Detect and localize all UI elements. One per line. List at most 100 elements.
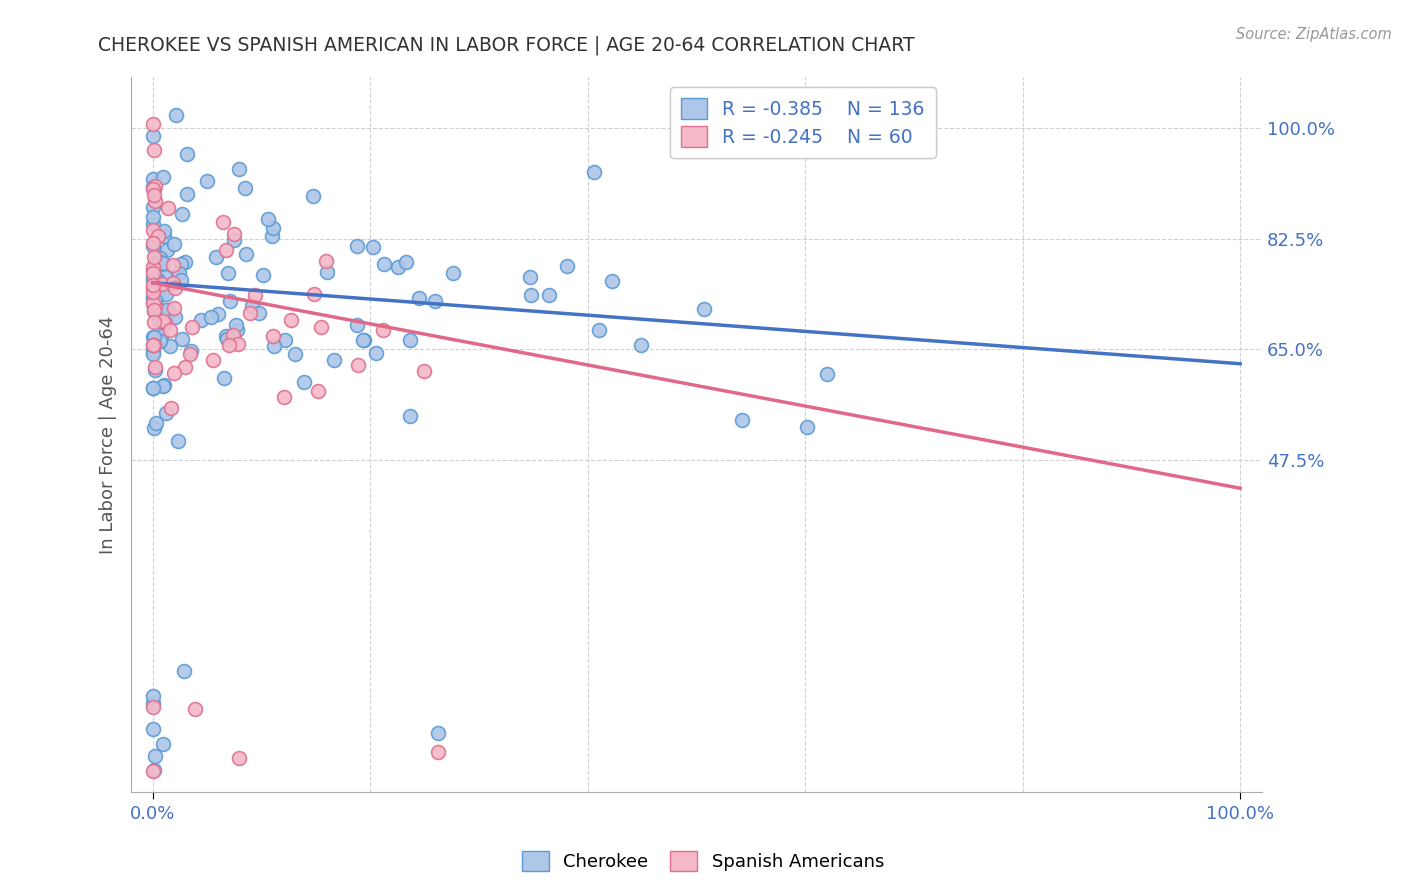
- Point: [143, 182, 166, 196]
- Point: [602, 274, 624, 288]
- Point: [153, 229, 176, 244]
- Point: [190, 313, 212, 327]
- Point: [176, 147, 198, 161]
- Point: [352, 333, 374, 347]
- Point: [212, 371, 235, 385]
- Point: [262, 221, 284, 235]
- Point: [235, 180, 257, 194]
- Point: [148, 229, 170, 244]
- Point: [693, 301, 716, 316]
- Point: [142, 290, 165, 304]
- Point: [143, 763, 166, 777]
- Point: [142, 381, 165, 395]
- Point: [426, 725, 449, 739]
- Point: [226, 323, 249, 337]
- Point: [323, 353, 346, 368]
- Point: [163, 237, 186, 252]
- Point: [239, 306, 262, 320]
- Point: [142, 291, 165, 305]
- Point: [408, 291, 430, 305]
- Point: [315, 265, 337, 279]
- Point: [163, 280, 186, 294]
- Point: [146, 277, 169, 291]
- Point: [142, 689, 165, 703]
- Point: [156, 243, 179, 257]
- Point: [302, 287, 325, 301]
- Point: [307, 384, 329, 398]
- Point: [142, 344, 165, 359]
- Point: [222, 233, 245, 247]
- Point: [218, 294, 240, 309]
- Point: [142, 381, 165, 395]
- Point: [142, 236, 165, 251]
- Point: [152, 255, 174, 269]
- Point: [167, 266, 190, 280]
- Text: Source: ZipAtlas.com: Source: ZipAtlas.com: [1236, 27, 1392, 42]
- Point: [371, 322, 394, 336]
- Point: [153, 317, 176, 331]
- Point: [142, 347, 165, 361]
- Point: [148, 275, 170, 289]
- Point: [413, 363, 436, 377]
- Point: [153, 378, 176, 392]
- Point: [247, 306, 270, 320]
- Point: [353, 334, 375, 348]
- Point: [142, 211, 165, 225]
- Point: [162, 258, 184, 272]
- Point: [159, 322, 181, 336]
- Point: [152, 379, 174, 393]
- Point: [163, 310, 186, 324]
- Point: [228, 337, 250, 351]
- Point: [181, 320, 204, 334]
- Point: [425, 293, 447, 308]
- Point: [142, 273, 165, 287]
- Point: [142, 266, 165, 280]
- Point: [143, 194, 166, 209]
- Point: [155, 302, 177, 317]
- Point: [273, 390, 295, 404]
- Point: [240, 299, 263, 313]
- Point: [218, 338, 240, 352]
- Point: [346, 359, 368, 373]
- Point: [143, 256, 166, 270]
- Point: [214, 329, 236, 343]
- Point: [257, 212, 280, 227]
- Point: [280, 312, 302, 326]
- Point: [145, 293, 167, 308]
- Point: [361, 240, 384, 254]
- Point: [427, 745, 450, 759]
- Point: [205, 250, 228, 264]
- Point: [142, 285, 165, 300]
- Point: [148, 332, 170, 346]
- Point: [346, 318, 368, 333]
- Legend: Cherokee, Spanish Americans: Cherokee, Spanish Americans: [515, 844, 891, 879]
- Point: [173, 360, 195, 375]
- Point: [152, 737, 174, 751]
- Point: [143, 188, 166, 202]
- Point: [274, 334, 297, 348]
- Point: [142, 304, 165, 318]
- Point: [165, 108, 187, 122]
- Point: [180, 344, 202, 359]
- Point: [225, 318, 247, 333]
- Point: [152, 314, 174, 328]
- Point: [142, 330, 165, 344]
- Point: [346, 238, 368, 252]
- Point: [157, 201, 180, 215]
- Point: [179, 347, 201, 361]
- Point: [142, 295, 165, 310]
- Point: [815, 367, 838, 381]
- Point: [309, 320, 332, 334]
- Point: [143, 178, 166, 193]
- Point: [143, 421, 166, 435]
- Point: [143, 363, 166, 377]
- Point: [143, 748, 166, 763]
- Point: [155, 308, 177, 322]
- Point: [142, 337, 165, 351]
- Point: [155, 286, 177, 301]
- Point: [202, 353, 225, 368]
- Point: [228, 751, 250, 765]
- Point: [538, 288, 561, 302]
- Point: [142, 182, 165, 196]
- Point: [399, 409, 422, 423]
